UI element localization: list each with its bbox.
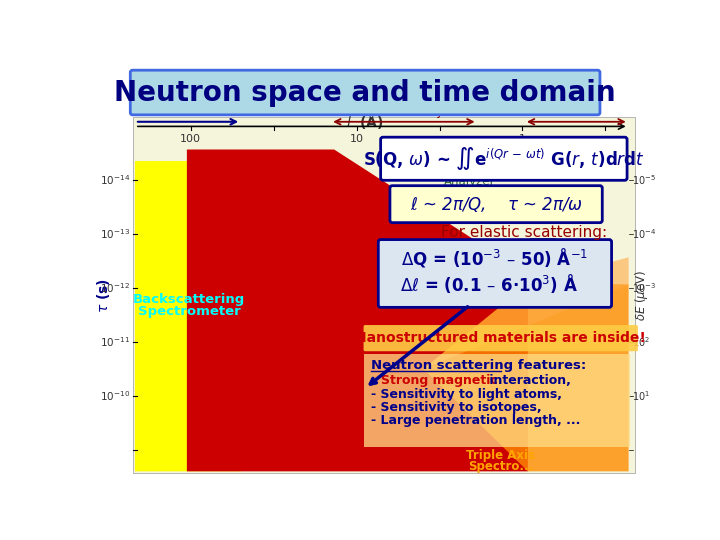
Polygon shape <box>330 377 446 471</box>
Text: Time of Flight: Time of Flight <box>195 200 310 215</box>
Text: Analyzer: Analyzer <box>444 176 495 188</box>
Text: - Large penetration length, ...: - Large penetration length, ... <box>371 414 580 427</box>
Text: Diffraction: Diffraction <box>530 104 595 117</box>
Text: $\delta E$ ($\mu$eV): $\delta E$ ($\mu$eV) <box>634 270 650 321</box>
Text: SANS: SANS <box>164 105 202 118</box>
Text: S(Q, $\omega$) ~ $\iint$e$^{i(Qr\,-\,\omega t)}$ G($r$, $t$)d$r$d$t$: S(Q, $\omega$) ~ $\iint$e$^{i(Qr\,-\,\om… <box>363 145 644 172</box>
Text: Triple Axis: Triple Axis <box>467 449 535 462</box>
Text: 100: 100 <box>180 134 202 144</box>
Text: $10^{2}$: $10^{2}$ <box>632 335 651 349</box>
Polygon shape <box>505 238 557 271</box>
Text: $10^{-10}$: $10^{-10}$ <box>100 389 130 403</box>
FancyBboxPatch shape <box>390 186 602 222</box>
Polygon shape <box>423 257 629 369</box>
Text: Spectrometer: Spectrometer <box>138 305 240 318</box>
Text: $10^{1}$: $10^{1}$ <box>632 389 651 403</box>
Text: Filter: Filter <box>455 166 485 179</box>
Text: $\tau$ (s): $\tau$ (s) <box>96 278 112 313</box>
Text: Nanostructured materials are inside!: Nanostructured materials are inside! <box>355 331 646 345</box>
Text: Reflectometry: Reflectometry <box>356 105 444 118</box>
Polygon shape <box>423 284 629 471</box>
Text: Spectrometer: Spectrometer <box>429 185 510 198</box>
FancyBboxPatch shape <box>364 354 630 448</box>
FancyBboxPatch shape <box>132 117 635 473</box>
Text: $10^{-5}$: $10^{-5}$ <box>632 173 657 187</box>
Text: $\Delta\ell$ = (0.1 – 6·10$^3$) Å: $\Delta\ell$ = (0.1 – 6·10$^3$) Å <box>400 272 578 295</box>
Polygon shape <box>495 242 530 274</box>
Text: For elastic scattering:: For elastic scattering: <box>441 225 607 240</box>
Text: Neutron space and time domain: Neutron space and time domain <box>114 78 616 106</box>
Text: $10^{-13}$: $10^{-13}$ <box>100 227 130 241</box>
Polygon shape <box>187 150 528 471</box>
Text: $10^{-11}$: $10^{-11}$ <box>100 335 130 349</box>
FancyBboxPatch shape <box>130 70 600 115</box>
Text: 10: 10 <box>350 134 364 144</box>
Text: - Sensitivity to isotopes,: - Sensitivity to isotopes, <box>371 401 541 414</box>
Text: Neutron scattering features:: Neutron scattering features: <box>371 359 586 372</box>
Text: -: - <box>371 374 380 387</box>
Text: $10^{-4}$: $10^{-4}$ <box>632 227 657 241</box>
FancyBboxPatch shape <box>381 137 627 180</box>
Text: $\Delta$Q = (10$^{-3}$ – 50) Å$^{-1}$: $\Delta$Q = (10$^{-3}$ – 50) Å$^{-1}$ <box>401 246 588 269</box>
Text: Backscattering: Backscattering <box>133 293 246 306</box>
Text: - Sensitivity to light atoms,: - Sensitivity to light atoms, <box>371 388 562 401</box>
Text: Spectro...: Spectro... <box>468 460 534 473</box>
FancyBboxPatch shape <box>364 325 638 351</box>
Text: Strong magnetic: Strong magnetic <box>381 374 498 387</box>
Text: Spectrometers: Spectrometers <box>192 213 314 228</box>
Text: $l$  (Å): $l$ (Å) <box>346 111 384 131</box>
Text: interaction,: interaction, <box>485 374 571 387</box>
Text: $\ell$ ~ 2$\pi$/Q,    $\tau$ ~ 2$\pi$/$\omega$: $\ell$ ~ 2$\pi$/Q, $\tau$ ~ 2$\pi$/$\ome… <box>410 195 582 214</box>
Polygon shape <box>135 161 346 471</box>
Text: $10^{-14}$: $10^{-14}$ <box>100 173 130 187</box>
Text: $10^{-12}$: $10^{-12}$ <box>101 281 130 295</box>
FancyBboxPatch shape <box>378 240 611 307</box>
Text: 1: 1 <box>519 134 526 144</box>
Text: $10^{-3}$: $10^{-3}$ <box>632 281 657 295</box>
